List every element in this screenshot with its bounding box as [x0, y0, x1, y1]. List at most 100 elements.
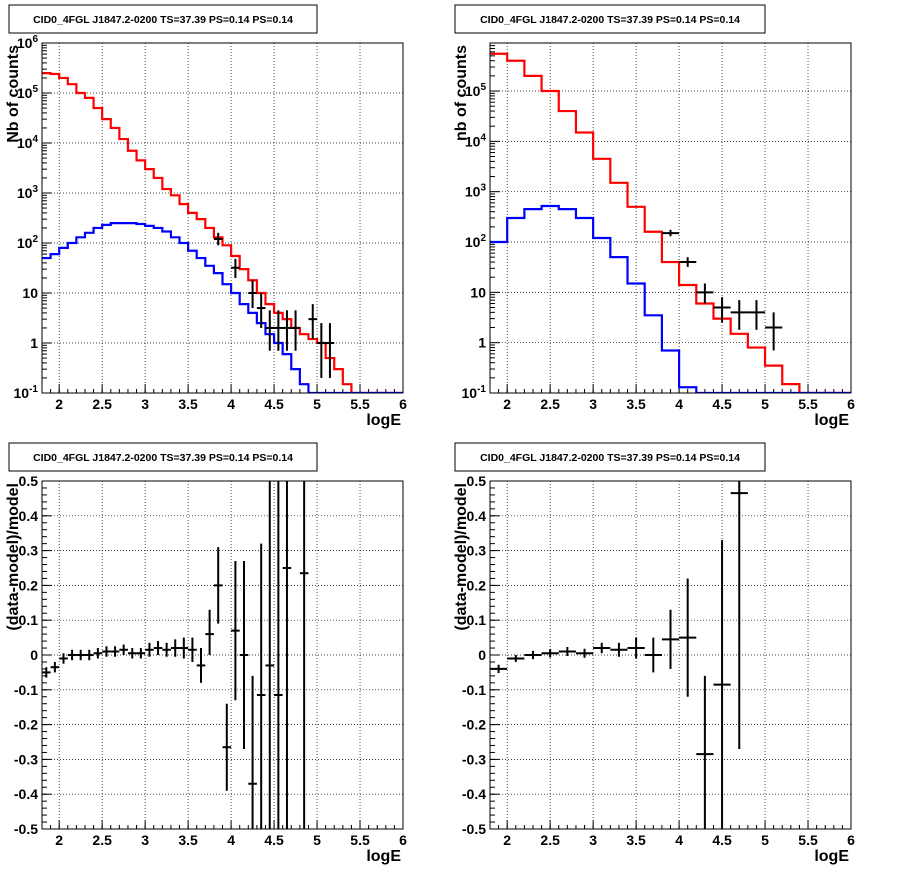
x-axis-label: logE	[814, 848, 849, 865]
data-point	[256, 293, 266, 328]
x-tick-label: 3.5	[178, 396, 198, 412]
data-point	[325, 323, 335, 378]
x-tick-label: 4	[227, 832, 235, 848]
data-point	[119, 644, 128, 655]
title-box	[8, 4, 318, 34]
x-tick-label: 3	[141, 832, 149, 848]
x-tick-label: 4	[675, 832, 683, 848]
data-point	[713, 297, 731, 323]
data-point	[282, 310, 292, 351]
y-tick-label: 1	[478, 335, 486, 351]
data-point	[696, 675, 714, 829]
data-point	[747, 300, 766, 330]
plot-frame	[489, 480, 852, 830]
x-tick-label: 5.5	[350, 396, 370, 412]
data-point	[127, 648, 137, 659]
y-tick-label: 104	[17, 134, 39, 151]
chart-title: CID0_4FGL J1847.2-0200 TS=37.39 PS=0.14 …	[480, 14, 740, 26]
y-tick-label: 0.5	[467, 473, 487, 489]
y-tick-label: 10-1	[14, 384, 39, 401]
x-tick-label: 5	[761, 396, 769, 412]
data-point	[102, 646, 111, 657]
x-tick-label: 4.5	[264, 832, 284, 848]
x-tick-label: 2.5	[540, 832, 560, 848]
series-line-blue	[42, 222, 403, 393]
x-tick-label: 2	[503, 396, 511, 412]
data-point	[136, 648, 146, 659]
panel-top-right: CID0_4FGL J1847.2-0200 TS=37.39 PS=0.14 …	[453, 4, 855, 429]
y-tick-label: 10	[470, 284, 486, 300]
plot-frame	[41, 42, 404, 394]
x-tick-label: 6	[399, 396, 407, 412]
x-tick-label: 2	[55, 396, 63, 412]
y-tick-label: -0.4	[14, 786, 38, 802]
y-tick-label: 0.1	[467, 612, 487, 628]
data-point	[213, 547, 223, 624]
y-axis-label: nb of counts	[453, 45, 470, 141]
y-axis-label: (data-model)/model	[453, 483, 470, 631]
y-tick-label: 106	[17, 34, 39, 51]
y-tick-label: -0.1	[14, 682, 38, 698]
data-point	[274, 481, 283, 829]
x-tick-label: 2.5	[540, 396, 560, 412]
y-tick-label: 0.2	[19, 577, 39, 593]
chart-title: CID0_4FGL J1847.2-0200 TS=37.39 PS=0.14 …	[33, 14, 293, 26]
data-point	[248, 675, 257, 829]
plot-area	[490, 52, 851, 393]
title-box	[454, 442, 766, 472]
y-tick-label: 0.3	[19, 543, 39, 559]
y-tick-label: -0.2	[14, 717, 38, 733]
x-tick-label: 4.5	[712, 832, 732, 848]
data-point	[291, 310, 300, 351]
x-tick-label: 5.5	[350, 832, 370, 848]
plot-area	[42, 481, 309, 829]
x-tick-label: 3.5	[626, 832, 646, 848]
x-tick-label: 3	[589, 832, 597, 848]
panel-top-left: CID0_4FGL J1847.2-0200 TS=37.39 PS=0.14 …	[5, 4, 407, 429]
data-point	[256, 543, 266, 829]
y-tick-label: 0.4	[19, 508, 39, 524]
x-tick-label: 3	[589, 396, 597, 412]
x-tick-label: 2	[55, 832, 63, 848]
data-point	[84, 649, 94, 661]
data-point	[507, 655, 525, 662]
y-tick-label: 0.5	[19, 473, 39, 489]
x-tick-label: 4	[675, 396, 683, 412]
data-point	[42, 667, 51, 678]
data-point	[188, 637, 197, 662]
y-tick-label: 0.3	[467, 543, 487, 559]
y-tick-label: 102	[17, 234, 39, 251]
y-tick-label: -0.3	[14, 751, 38, 767]
chart-title: CID0_4FGL J1847.2-0200 TS=37.39 PS=0.14 …	[480, 452, 740, 464]
data-point	[627, 637, 645, 659]
panel-bottom-left: CID0_4FGL J1847.2-0200 TS=37.39 PS=0.14 …	[5, 442, 407, 865]
data-point	[593, 642, 611, 654]
data-point	[67, 649, 77, 661]
x-tick-label: 6	[399, 832, 407, 848]
data-point	[713, 540, 731, 829]
x-tick-label: 2	[503, 832, 511, 848]
x-tick-label: 5	[761, 832, 769, 848]
data-point	[679, 578, 697, 697]
x-tick-label: 5.5	[798, 396, 818, 412]
data-point	[490, 664, 508, 674]
data-point	[170, 639, 180, 657]
y-tick-label: 105	[465, 82, 487, 99]
y-tick-label: 105	[17, 84, 39, 101]
data-point	[265, 481, 275, 829]
y-axis-label: (data-model)/model	[5, 483, 22, 631]
data-point	[213, 232, 223, 246]
data-point	[644, 637, 662, 673]
y-tick-label: 0	[30, 647, 38, 663]
panel-bottom-right: CID0_4FGL J1847.2-0200 TS=37.39 PS=0.14 …	[453, 442, 855, 865]
x-tick-label: 3.5	[178, 832, 198, 848]
y-tick-label: -0.4	[462, 786, 486, 802]
y-tick-label: -0.5	[14, 821, 38, 837]
data-point	[239, 561, 249, 749]
data-point	[282, 481, 292, 829]
data-point	[222, 703, 232, 791]
data-point	[679, 257, 697, 267]
title-box	[8, 442, 318, 472]
data-point	[524, 650, 542, 660]
